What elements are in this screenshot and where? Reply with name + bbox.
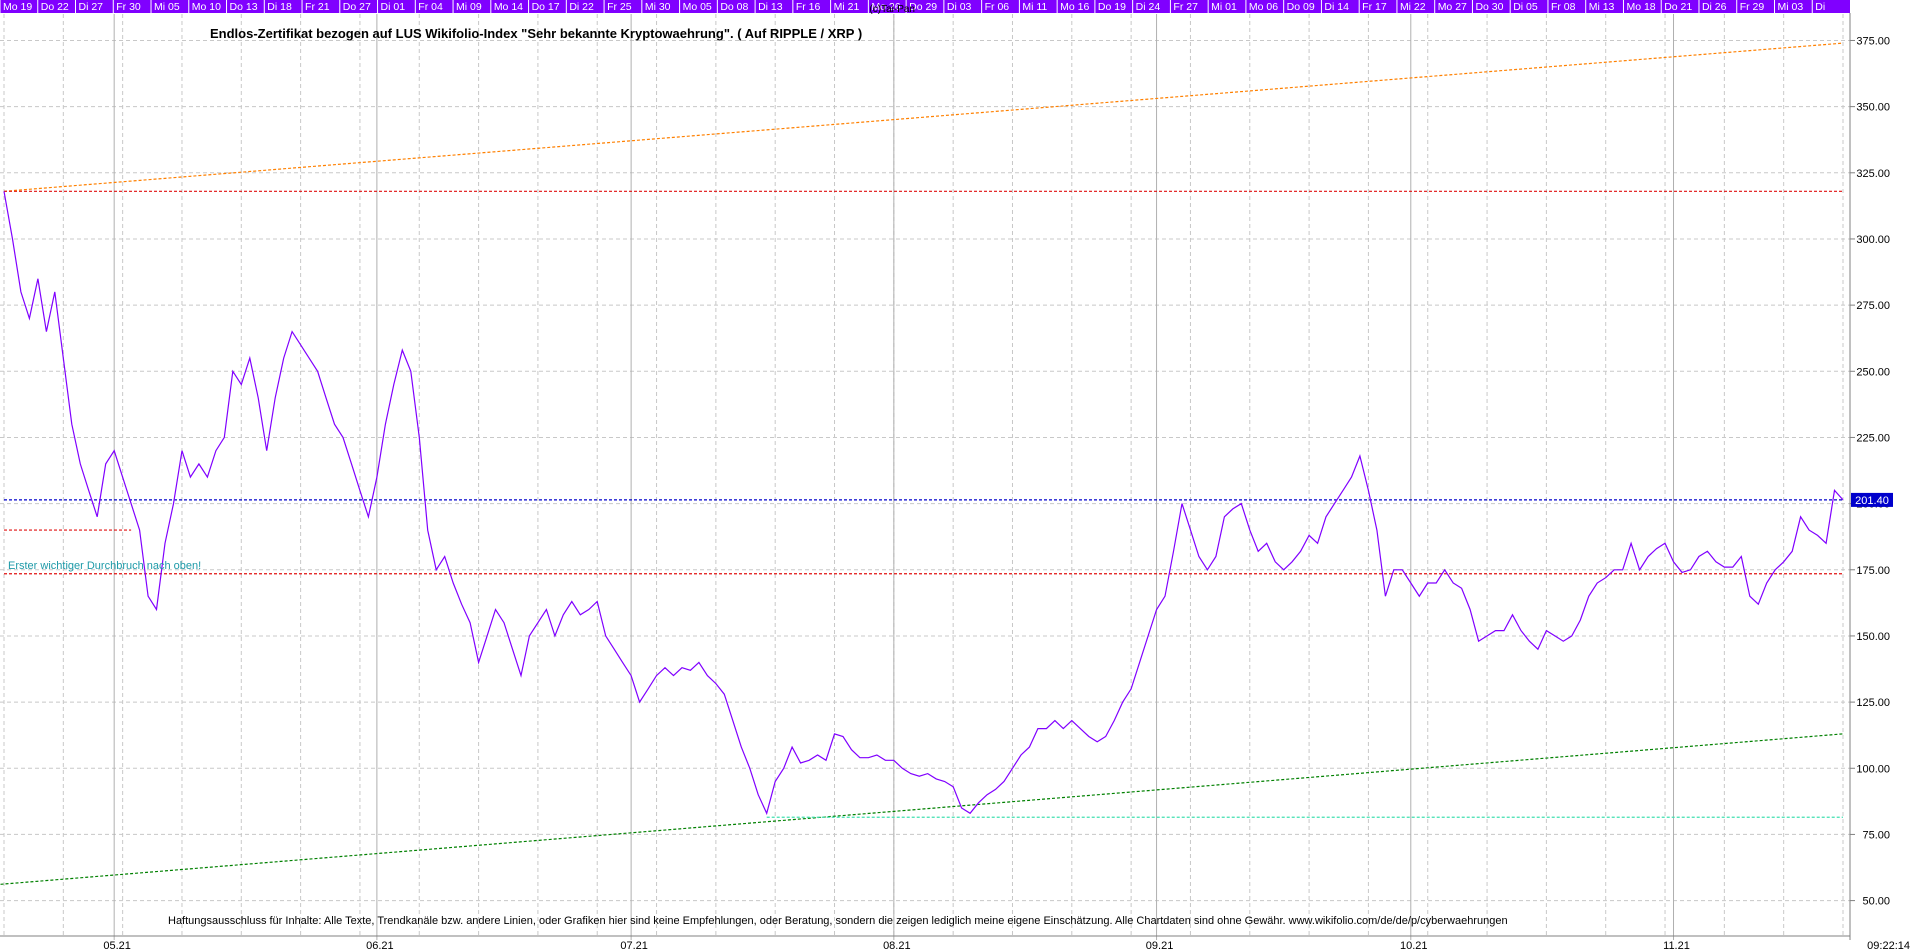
- header-date-label: Do 17: [532, 1, 560, 13]
- header-date-label: Fr 27: [1173, 1, 1198, 13]
- header-date-label: Mi 13: [1589, 1, 1615, 13]
- y-tick-label: 325.00: [1856, 168, 1890, 180]
- header-date-label: Di 13: [758, 1, 783, 13]
- header-date-label: Mo 14: [494, 1, 523, 13]
- header-date-label: Mo 18: [1626, 1, 1655, 13]
- header-date-label: Do 27: [343, 1, 371, 13]
- header-date-label: Fr 08: [1551, 1, 1576, 13]
- x-tick-label: 11.21: [1663, 940, 1690, 952]
- trend-lines: [0, 42, 1844, 885]
- header-date-label: Di 24: [1136, 1, 1161, 13]
- header-date-label: Mi 21: [834, 1, 860, 13]
- price-series-line: [3, 191, 1844, 816]
- header-date-label: Di 22: [569, 1, 594, 13]
- header-date-label: Mi 11: [1022, 1, 1047, 13]
- header-date-label: Mo 26: [871, 1, 900, 13]
- header-date-label: Di 03: [947, 1, 972, 13]
- header-date-label: Mo 16: [1060, 1, 1089, 13]
- y-tick-label: 375.00: [1856, 35, 1890, 47]
- y-tick-label: 350.00: [1856, 102, 1890, 114]
- header-date-label: Mi 09: [456, 1, 482, 13]
- disclaimer-text: Haftungsausschluss für Inhalte: Alle Tex…: [168, 915, 1508, 927]
- header-date-label: Do 19: [1098, 1, 1126, 13]
- x-tick-label: 09.21: [1146, 940, 1174, 952]
- header-date-label: Do 29: [909, 1, 937, 13]
- header-date-label: Do 09: [1287, 1, 1315, 13]
- header-date-label: Do 08: [720, 1, 748, 13]
- y-tick-label: 300.00: [1856, 234, 1890, 246]
- chart-annotation: Erster wichtiger Durchbruch nach oben!: [8, 560, 201, 572]
- header-date-label: Mi 22: [1400, 1, 1426, 13]
- header-date-label: Fr 30: [116, 1, 141, 13]
- header-date-label: Fr 06: [985, 1, 1010, 13]
- header-date-label: Do 13: [230, 1, 258, 13]
- header-date-label: Fr 17: [1362, 1, 1387, 13]
- header-date-label: Di 26: [1702, 1, 1727, 13]
- trend-line: [3, 42, 1844, 192]
- date-header-labels: Mo 19 Do 22 Di 27 Fr 30 Mi 05 Mo 10 Do 13 Di 18…: [0, 0, 1825, 13]
- header-date-label: Di: [1815, 1, 1825, 13]
- header-date-label: Fr 04: [418, 1, 443, 13]
- horizontal-lines: [4, 190, 1843, 818]
- x-tick-label: 08.21: [883, 940, 911, 952]
- last-price-label: 201.40: [1855, 495, 1889, 507]
- y-tick-label: 125.00: [1856, 697, 1890, 709]
- header-date-label: Fr 25: [607, 1, 632, 13]
- chart-title: Endlos-Zertifikat bezogen auf LUS Wikifo…: [210, 26, 862, 41]
- header-date-label: Mi 30: [645, 1, 671, 13]
- header-date-label: Di 05: [1513, 1, 1538, 13]
- copyright-label: (c)Tai-Pan: [869, 4, 915, 15]
- y-tick-label: 175.00: [1856, 565, 1890, 577]
- header-date-label: Do 30: [1475, 1, 1503, 13]
- y-tick-label: 225.00: [1856, 432, 1890, 444]
- header-date-label: Mo 05: [683, 1, 712, 13]
- header-date-label: Mo 27: [1438, 1, 1467, 13]
- header-date-label: Di 14: [1324, 1, 1349, 13]
- header-date-label: Di 18: [267, 1, 292, 13]
- last-price-label-box: [1851, 492, 1893, 507]
- last-price-marker: 201.40: [1851, 492, 1893, 507]
- header-date-label: Mo 06: [1249, 1, 1278, 13]
- header-date-label: Fr 21: [305, 1, 330, 13]
- y-tick-label: 250.00: [1856, 366, 1890, 378]
- date-header-bar: [0, 0, 1850, 13]
- grid: [0, 14, 1850, 940]
- header-date-label: Mo 19: [3, 1, 32, 13]
- y-tick-label: 275.00: [1856, 300, 1890, 312]
- header-date-label: Do 22: [41, 1, 69, 13]
- header-date-label: Mo 10: [192, 1, 221, 13]
- x-tick-label: 07.21: [620, 940, 648, 952]
- trend-line: [0, 733, 1844, 885]
- y-tick-label: 50.00: [1862, 896, 1890, 908]
- header-date-label: Mi 01: [1211, 1, 1237, 13]
- x-tick-label: 06.21: [366, 940, 394, 952]
- y-tick-label: 100.00: [1856, 763, 1890, 775]
- clock-label: 09:22:14: [1867, 940, 1910, 952]
- header-date-label: Mi 05: [154, 1, 180, 13]
- y-tick-label: 150.00: [1856, 631, 1890, 643]
- header-date-label: Fr 16: [796, 1, 821, 13]
- header-date-label: Di 01: [381, 1, 406, 13]
- x-tick-label: 10.21: [1400, 940, 1428, 952]
- header-date-label: Mi 03: [1777, 1, 1803, 13]
- x-tick-label: 05.21: [103, 940, 131, 952]
- header-date-label: Fr 29: [1740, 1, 1765, 13]
- header-date-label: Di 27: [79, 1, 104, 13]
- y-tick-label: 75.00: [1862, 829, 1890, 841]
- header-date-label: Do 21: [1664, 1, 1692, 13]
- x-axis: 05.21 06.21 07.21 08.21 09.21 10.21 11.21: [103, 940, 1689, 952]
